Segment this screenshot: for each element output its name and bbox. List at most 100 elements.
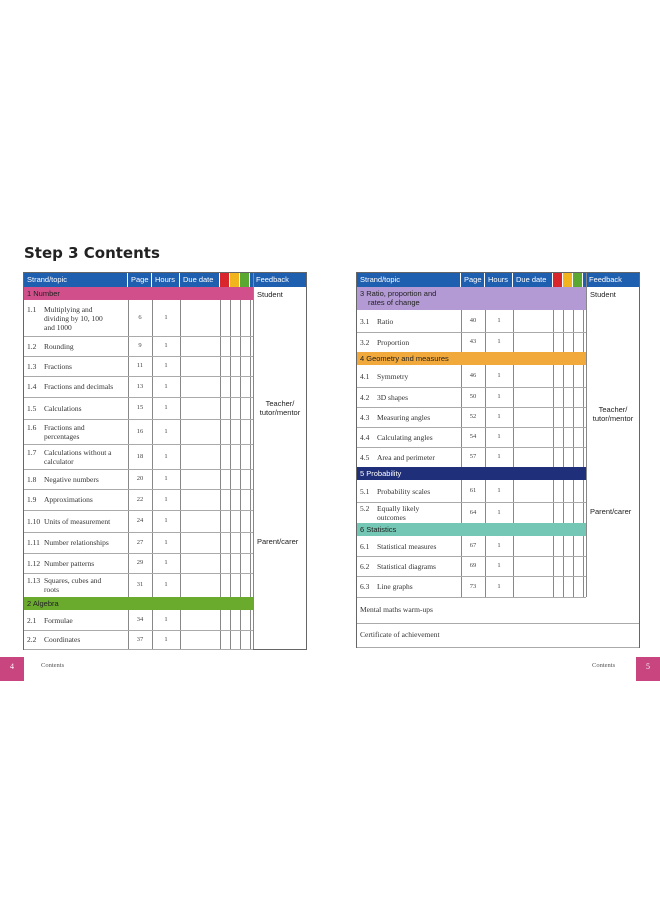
topic-title-line: dividing by 10, 100 [44,313,103,323]
topic-title-line: Equally likely [377,503,420,513]
topic-title-line: Fractions [44,361,72,371]
topic-hours: 1 [164,362,168,369]
topic-page: 52 [469,413,477,420]
topic-page: 15 [136,404,144,411]
topic-title: Equally likely outcomes [377,504,461,522]
column-divider [485,287,486,597]
topic-title-line: Number relationships [44,538,109,547]
row-divider [357,407,586,408]
header-due: Due date [180,273,220,287]
topic-title: Probability scales [377,487,461,496]
topic-title-line: percentages [44,431,80,441]
topic-number: 4.3 [360,412,370,422]
feedback-teacher-line: Teacher/ [598,405,628,414]
column-divider [553,287,554,597]
topic-page: 50 [469,393,477,400]
header-amber-swatch [230,273,240,287]
column-divider [230,287,231,649]
feedback-teacher: Teacher/tutor/mentor [588,405,638,423]
topic-page: 20 [136,475,144,482]
topic-number: 4.4 [360,432,370,442]
topic-hours: 1 [164,635,168,643]
row-divider [24,356,253,357]
topic-title: Fractions [44,362,128,371]
topic-page: 27 [136,538,144,546]
topic-title: Symmetry [377,372,461,381]
topic-title: Line graphs [377,582,461,591]
topic-title-line: Squares, cubes and [44,576,102,585]
topic-hours: 1 [497,453,501,460]
topic-title-line: Area and perimeter [377,452,435,462]
topic-hours: 1 [497,413,501,420]
row-divider [357,502,586,503]
topic-title: Number patterns [44,559,128,568]
header-page: Page [461,273,485,287]
topic-title-line: Line graphs [377,582,413,591]
topic-page: 61 [469,487,477,494]
column-divider [513,287,514,597]
row-divider [357,447,586,448]
feedback-parent: Parent/carer [257,537,299,546]
strand-heading: 5 Probability [357,467,586,480]
topic-title-line: Symmetry [377,371,409,381]
topic-title: Number relationships [44,538,128,547]
feedback-student: Student [590,290,616,299]
row-divider [24,532,253,533]
topic-title: Coordinates [44,635,128,644]
topic-title: Calculating angles [377,433,461,442]
header-red-swatch [220,273,230,287]
topic-title: Negative numbers [44,475,128,484]
column-divider [563,287,564,597]
feedback-teacher-line: tutor/mentor [259,408,301,417]
table-header: Strand/topic Page Hours Due date Feedback [357,273,639,287]
topic-title-line: Number patterns [44,558,95,568]
header-strand: Strand/topic [24,273,128,287]
topic-title-line: Units of measurement [44,516,111,526]
topic-page: 40 [469,317,477,324]
topic-hours: 1 [497,433,501,440]
topic-title-line: roots [44,585,59,594]
topic-number: 6.1 [360,541,370,551]
topic-number: 4.1 [360,371,370,381]
topic-hours: 1 [164,452,168,460]
column-divider [240,287,241,649]
topic-page: 16 [136,427,144,435]
topic-page: 46 [469,372,477,379]
topic-hours: 1 [164,517,168,524]
topic-title: Area and perimeter [377,453,461,462]
topic-title: Fractions and decimals [44,382,128,391]
topic-title-line: Fractions and decimals [44,382,114,391]
topic-hours: 1 [497,338,501,345]
topic-title-line: Statistical measures [377,541,437,551]
topic-number: 1.6 [27,422,37,432]
row-divider [24,376,253,377]
topic-number: 1.1 [27,304,37,314]
topic-title: Ratio [377,317,461,326]
topic-number: 1.13 [27,576,41,585]
topic-number: 1.4 [27,382,37,391]
row-divider [24,510,253,511]
column-divider [573,287,574,597]
row-divider [357,387,586,388]
row-divider [24,553,253,554]
topic-number: 1.11 [27,538,40,547]
header-green-swatch [240,273,250,287]
topic-page: 67 [469,542,477,549]
topic-title: 3D shapes [377,393,461,402]
column-divider [180,287,181,649]
topic-title-line: Formulae [44,615,73,625]
topic-number: 3.2 [360,337,370,347]
topic-title: Squares, cubes and roots [44,576,128,594]
strand-label: 5 Probability [360,469,402,478]
page-number-left: 4 [0,657,24,681]
topic-title: Formulae [44,616,128,625]
topic-hours: 1 [164,495,168,503]
topic-title: Statistical diagrams [377,562,461,571]
strand-label: 2 Algebra [27,599,59,608]
topic-page: 54 [469,433,477,440]
column-divider [461,287,462,597]
topic-number: 1.9 [27,495,37,504]
contents-table-right: Strand/topic Page Hours Due date Feedback 3 R… [356,272,640,648]
header-green-swatch [573,273,583,287]
row-divider [24,489,253,490]
